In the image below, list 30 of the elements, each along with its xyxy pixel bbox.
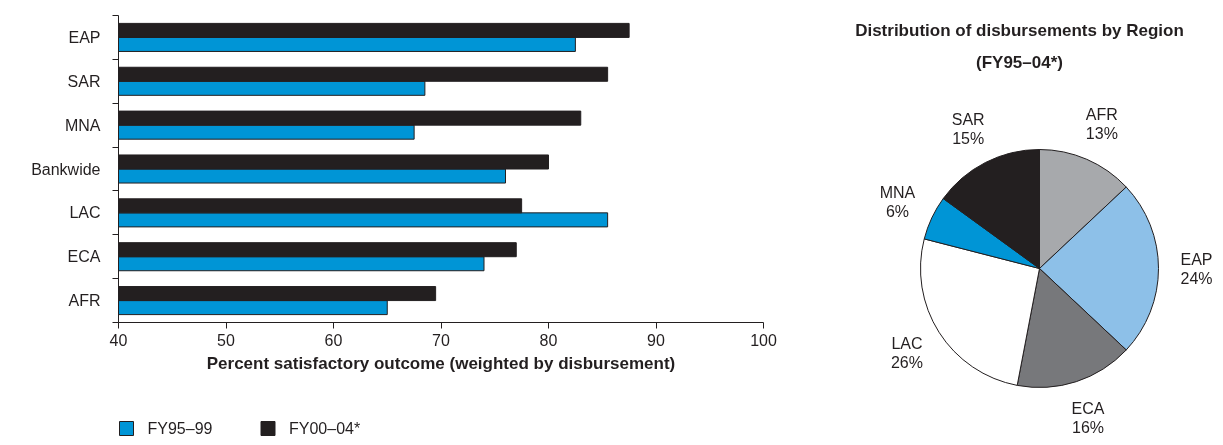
y-tick-label: AFR [68,292,101,310]
chart-title: Distribution of disbursements by Region (FY95–04*) [855,20,1184,72]
x-axis-title: Percent satisfactory outcome (weighted by disbursement) [206,353,676,373]
data-label: 13% [1085,125,1118,143]
y-tick-label: SAR [67,72,101,90]
x-tick-label: 50 [217,331,235,349]
data-label: 6% [885,202,909,220]
slice-label: MNA [879,183,916,201]
x-tick-label: 70 [432,331,450,349]
data-label: 15% [952,129,985,147]
data-label: 16% [1072,418,1105,436]
slice-label: LAC [891,334,923,352]
slice-label: SAR [951,110,985,128]
y-tick-label: MNA [64,116,101,134]
y-tick-label: Bankwide [31,160,101,178]
y-tick-label: EAP [68,28,101,46]
x-tick-label: 90 [647,331,665,349]
slice-label: ECA [1071,399,1105,417]
y-tick-label: ECA [67,248,101,266]
x-tick-label: 100 [750,331,777,349]
data-label: 26% [890,353,923,371]
legend-label: FY00–04* [289,420,361,437]
y-tick-label: LAC [69,204,101,222]
legend-label: FY95–99 [147,420,213,437]
data-label: 24% [1180,269,1213,287]
x-tick-label: 40 [109,331,128,349]
slice-label: AFR [1085,106,1118,124]
x-tick-label: 60 [324,331,343,349]
x-tick-label: 80 [539,331,558,349]
slice-label: EAP [1180,250,1213,268]
